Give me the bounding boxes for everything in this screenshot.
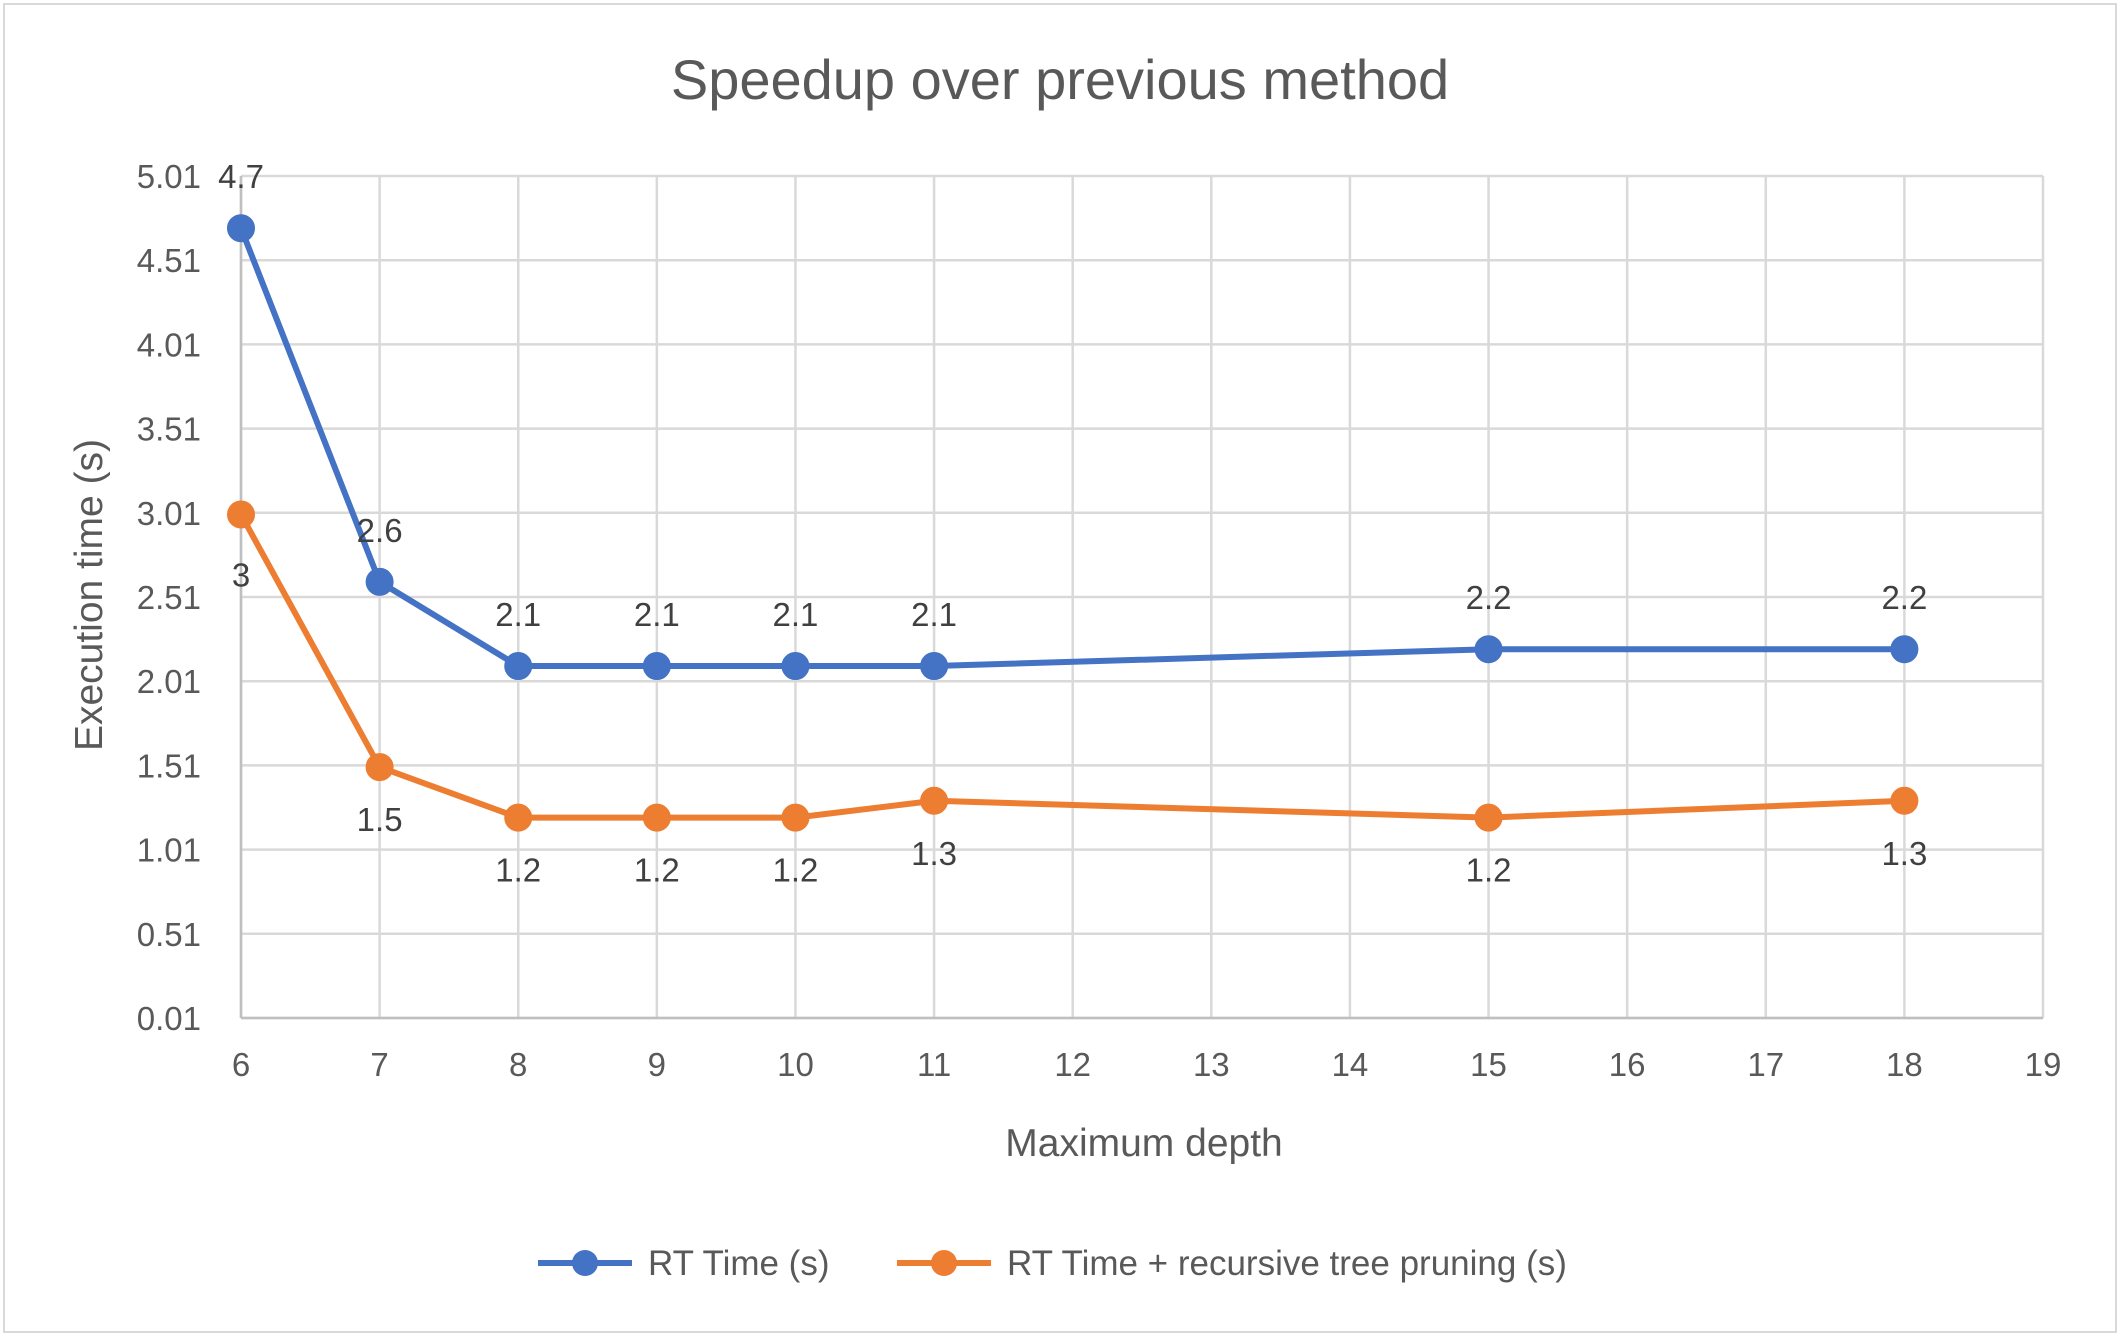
y-axis-ticks: 0.01 0.51 1.01 1.51 2.01 2.51 3.01 3.51 4.01 4.51…	[137, 158, 201, 1037]
data-label: 4.7	[218, 158, 264, 195]
series-0-point	[1890, 635, 1919, 664]
legend-entry: RT Time (s)	[648, 1244, 830, 1283]
y-tick-label: 3.51	[137, 411, 201, 448]
x-tick-label: 10	[777, 1046, 814, 1083]
data-label: 2.1	[495, 596, 541, 633]
y-tick-label: 2.51	[137, 579, 201, 616]
series-0-point	[227, 214, 255, 243]
data-label: 2.1	[911, 596, 957, 633]
series-line-1	[238, 511, 1908, 821]
data-label: 2.2	[1466, 579, 1512, 616]
series-0-point	[920, 652, 949, 681]
y-tick-label: 4.51	[137, 242, 201, 279]
x-tick-label: 14	[1332, 1046, 1369, 1083]
data-label: 1.5	[357, 801, 403, 838]
x-tick-label: 6	[232, 1046, 250, 1083]
legend: RT Time (s) RT Time + recursive tree prun…	[538, 1244, 1567, 1283]
data-label: 2.1	[634, 596, 680, 633]
series-1-point	[504, 803, 533, 832]
data-label: 2.1	[773, 596, 819, 633]
y-axis-title: Execution time (s)	[68, 439, 111, 751]
x-tick-label: 9	[648, 1046, 666, 1083]
x-axis-ticks: 6 7 8 9 10 11 12 13 14 15 16 17 18 19	[232, 1046, 2062, 1083]
series-1-point	[227, 500, 255, 529]
x-axis-title: Maximum depth	[1005, 1122, 1282, 1165]
x-tick-label: 18	[1886, 1046, 1923, 1083]
y-tick-label: 5.01	[137, 158, 201, 195]
series-0-point	[781, 652, 810, 681]
data-label: 2.6	[357, 512, 403, 549]
y-tick-label: 4.01	[137, 326, 201, 363]
series-1-point	[1474, 803, 1503, 832]
series-0-point	[642, 652, 671, 681]
y-tick-label: 1.01	[137, 832, 201, 869]
x-tick-label: 19	[2025, 1046, 2062, 1083]
data-label: 1.2	[1466, 852, 1512, 889]
series-1-point	[781, 803, 810, 832]
series-1-point	[1890, 786, 1919, 815]
y-tick-label: 0.51	[137, 916, 201, 953]
legend-swatch-marker	[572, 1250, 598, 1276]
x-tick-label: 16	[1609, 1046, 1646, 1083]
data-label: 1.2	[634, 852, 680, 889]
series-markers	[227, 214, 1919, 832]
gridlines	[239, 174, 2045, 1020]
y-tick-label: 2.01	[137, 663, 201, 700]
series-0-point	[1474, 635, 1503, 664]
legend-swatch-marker	[931, 1250, 957, 1276]
series-line-0	[238, 225, 1908, 670]
data-label: 1.3	[1881, 835, 1927, 872]
series-1-point	[365, 753, 394, 782]
data-labels: 4.7 2.6 2.1 2.1 2.1 2.1 2.2 2.2 3 1.5 1.2 1.2 1.2 1.3…	[218, 158, 1927, 888]
y-tick-label: 1.51	[137, 747, 201, 784]
series-0-point	[504, 652, 533, 681]
y-tick-label: 3.01	[137, 495, 201, 532]
x-tick-label: 12	[1054, 1046, 1091, 1083]
x-tick-label: 17	[1747, 1046, 1784, 1083]
data-label: 2.2	[1881, 579, 1927, 616]
y-tick-label: 0.01	[137, 1000, 201, 1037]
data-label: 1.3	[911, 835, 957, 872]
x-tick-label: 15	[1470, 1046, 1507, 1083]
series-1-point	[642, 803, 671, 832]
legend-entry: RT Time + recursive tree pruning (s)	[1007, 1244, 1567, 1283]
series-1-point	[920, 786, 949, 815]
series-lines	[238, 225, 1908, 821]
data-label: 1.2	[495, 852, 541, 889]
data-label: 3	[232, 556, 250, 593]
x-tick-label: 13	[1193, 1046, 1230, 1083]
x-tick-label: 8	[509, 1046, 527, 1083]
x-tick-label: 11	[917, 1046, 951, 1083]
data-label: 1.2	[773, 852, 819, 889]
x-tick-label: 7	[370, 1046, 388, 1083]
chart-title: Speedup over previous method	[671, 48, 1449, 111]
series-0-point	[365, 567, 394, 596]
